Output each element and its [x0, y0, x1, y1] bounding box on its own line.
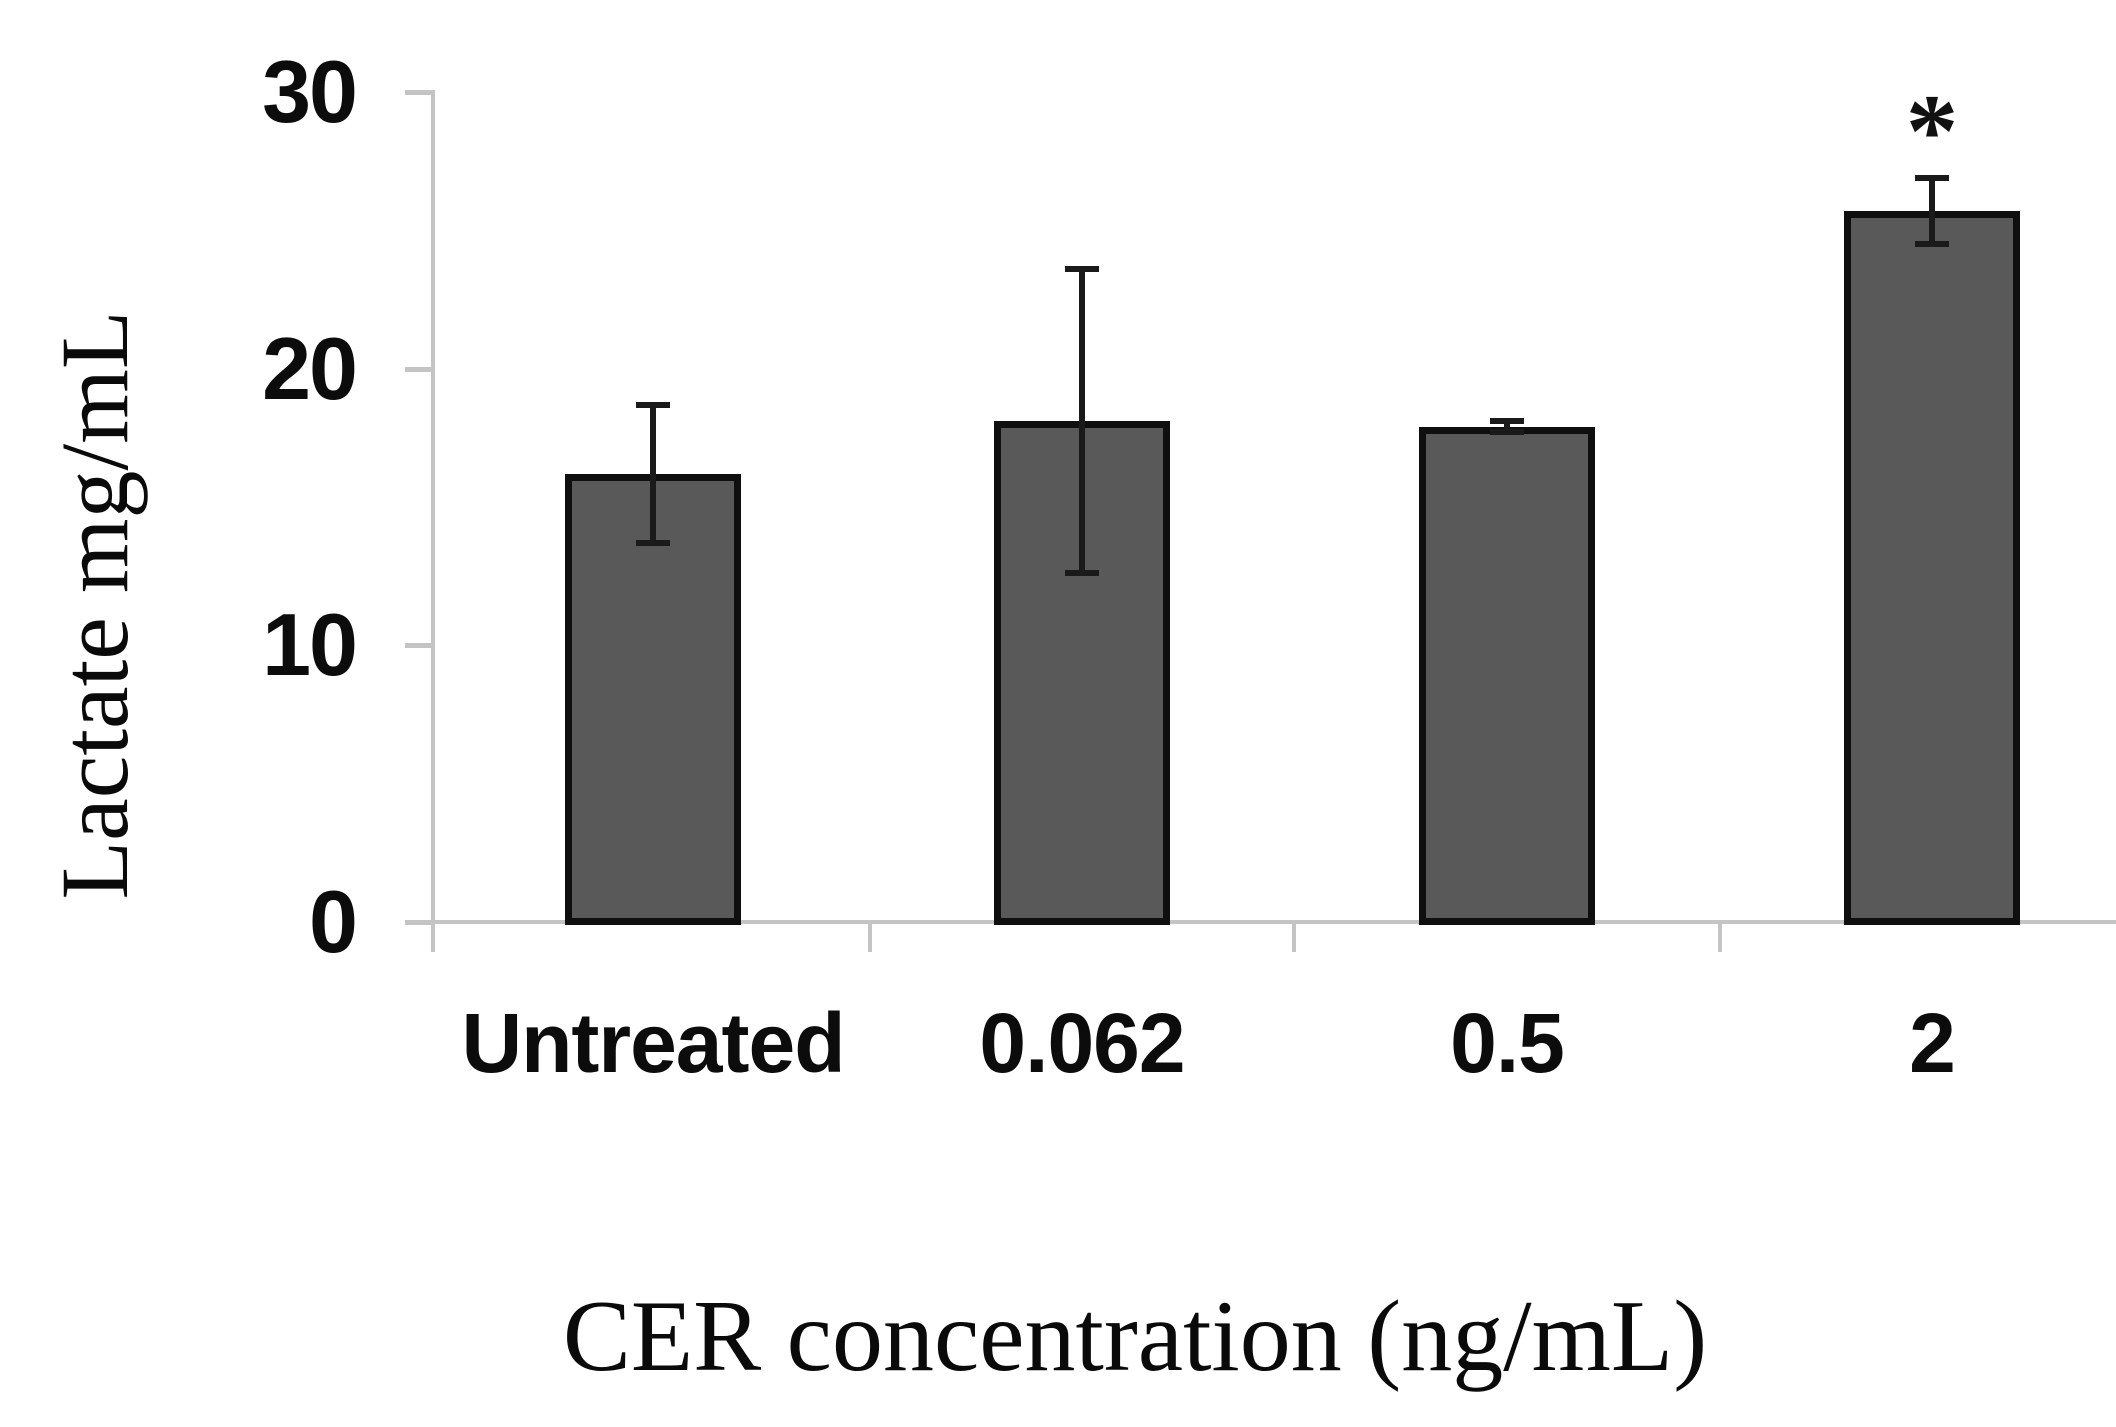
x-category-label: 0.5 [1450, 996, 1565, 1090]
x-axis-baseline [407, 920, 2116, 924]
bar-0-5 [1419, 426, 1595, 925]
x-axis-tick [1292, 921, 1296, 952]
error-bar-line [1929, 177, 1935, 245]
error-bar-cap-top [1065, 266, 1099, 273]
error-bar-cap-bottom [1915, 241, 1949, 248]
y-tick-label: 30 [262, 42, 358, 141]
error-bar-line [1079, 269, 1085, 574]
significance-asterisk: * [1905, 71, 1959, 189]
error-bar-cap-bottom [1065, 570, 1099, 577]
x-category-label: Untreated [461, 996, 845, 1090]
error-bar-cap-top [1490, 418, 1524, 425]
y-tick-label: 10 [262, 595, 358, 695]
error-bar-cap-bottom [1490, 429, 1524, 436]
y-tick-label: 0 [309, 872, 358, 971]
y-axis-tick [405, 90, 433, 95]
bar-2 [1844, 210, 2020, 925]
x-axis-title: CER concentration (ng/mL) [562, 1280, 1708, 1393]
y-axis-tick [405, 366, 433, 372]
bar-untreated [565, 473, 741, 925]
y-axis-tick [405, 643, 433, 649]
error-bar-cap-bottom [636, 539, 670, 546]
x-axis-tick [868, 921, 872, 952]
y-axis-line [431, 90, 435, 952]
error-bar-cap-top [1915, 174, 1949, 181]
x-axis-tick [1718, 921, 1722, 952]
error-bar-cap-top [636, 401, 670, 408]
y-axis-title: Lactate mg/mL [41, 310, 148, 900]
error-bar-line [1504, 421, 1510, 433]
y-tick-label: 20 [262, 318, 358, 418]
x-category-label: 0.062 [979, 996, 1185, 1090]
error-bar-line [650, 404, 656, 543]
y-axis-tick [405, 920, 433, 925]
x-category-label: 2 [1909, 996, 1956, 1090]
